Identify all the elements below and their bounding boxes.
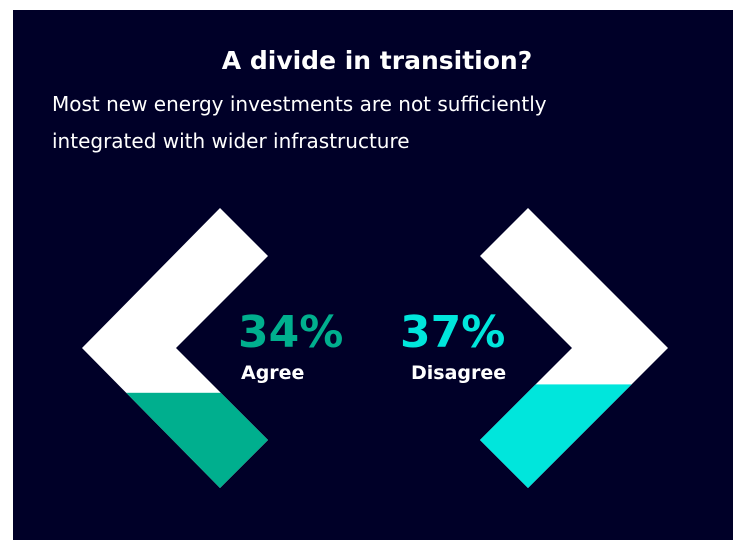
chart-title: A divide in transition? — [222, 46, 532, 75]
chevron-fill — [82, 392, 268, 488]
chevron-fill — [480, 384, 668, 488]
subtitle: Most new energy investments are not suff… — [52, 92, 547, 153]
panel: Most new energy investments are not suff… — [13, 10, 733, 540]
value-label: 34% — [238, 307, 343, 358]
category-label: Disagree — [411, 362, 506, 384]
value-label: 37% — [400, 307, 505, 358]
category-label: Agree — [241, 362, 304, 384]
